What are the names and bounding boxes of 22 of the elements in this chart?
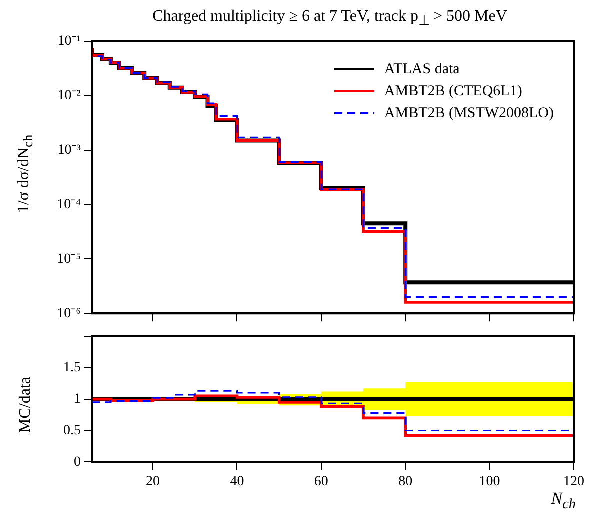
y-tick-label: 10⁻⁴ (57, 197, 82, 212)
y-tick-label: 1 (74, 392, 81, 407)
x-tick-label: 40 (230, 474, 244, 490)
y-tick-label: 1.5 (64, 360, 81, 376)
legend-label: ATLAS data (384, 61, 460, 78)
y-tick-label: 10⁻² (58, 88, 81, 104)
chart-title: Charged multiplicity ≥ 6 at 7 TeV, track p$_{⊥}$ > 500 MeV (152, 8, 508, 30)
legend-label: AMBT2B (MSTW2008LO) (384, 105, 554, 122)
y-tick-label: 10⁻⁶ (57, 306, 82, 322)
y-tick-label: 10⁻⁵ (57, 252, 82, 267)
x-tick-label: 20 (146, 474, 160, 490)
y-tick-label: 0.5 (64, 423, 81, 438)
x-tick-label: 80 (398, 474, 413, 490)
x-tick-label: 60 (314, 474, 328, 490)
x-axis-title: N$_{ch}$ (550, 489, 577, 514)
x-tick-label: 120 (564, 474, 584, 490)
y-tick-label: 10⁻³ (58, 142, 81, 158)
y-axis-title: MC/data (17, 377, 35, 433)
y-tick-label: 0 (74, 454, 81, 470)
x-tick-label: 100 (479, 474, 500, 490)
legend-label: AMBT2B (CTEQ6L1) (384, 83, 522, 100)
y-tick-label: 10⁻¹ (58, 34, 81, 50)
